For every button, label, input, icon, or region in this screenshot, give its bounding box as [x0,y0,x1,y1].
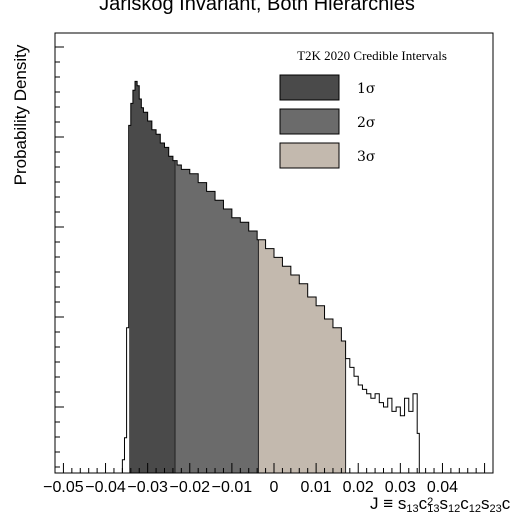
x-tick-label: −0.05 [43,479,84,496]
x-tick-label: −0.04 [85,479,126,496]
x-tick-label: 0.04 [427,479,458,496]
y-axis-label: Probability Density [11,44,30,185]
interval-region-3 [258,239,346,473]
x-label-part: s [440,494,449,513]
x-tick-label: 0.03 [385,479,416,496]
x-tick-label: −0.01 [212,479,253,496]
x-label-part: c [419,494,428,513]
x-axis: −0.05 −0.04 −0.03 −0.02 −0.01 0 0.01 0.02 0.03 0.… [43,463,486,496]
x-tick-label: 0.02 [343,479,374,496]
x-label-part: s [481,494,490,513]
interval-region-2 [175,160,259,473]
legend-label-2: 2σ [357,115,376,131]
x-label-part: 23 [490,503,502,515]
x-label-part: 12 [448,503,460,515]
legend-swatch-2 [279,108,340,135]
chart-title: Jarlskog Invariant, Both Hierarchies [99,0,415,15]
legend: T2K 2020 Credible Intervals 1σ 2σ 3σ [279,48,447,169]
x-tick-label: 0 [270,479,279,496]
x-tick-label: −0.02 [170,479,211,496]
x-label-part: 12 [469,503,481,515]
x-tick-label: −0.03 [127,479,168,496]
x-label-part: c [460,494,469,513]
histogram-outline [120,80,420,474]
x-label-part: 13 [406,503,418,515]
x-tick-label: 0.01 [301,479,332,496]
x-label-part: c [502,494,510,513]
legend-swatch-1 [279,74,340,101]
legend-label-3: 3σ [357,149,376,165]
plot-area [120,80,420,474]
legend-swatch-3 [279,142,340,169]
x-axis-label: J ≡ s13c213s12c12s23c23sinδ [370,494,510,515]
legend-label-1: 1σ [357,81,376,97]
x-label-part: J ≡ s [370,494,406,513]
x-label-part: 2 [427,496,433,508]
legend-title: T2K 2020 Credible Intervals [297,48,447,63]
interval-region-1 [129,81,176,474]
x-label-part: 13 [427,503,439,515]
